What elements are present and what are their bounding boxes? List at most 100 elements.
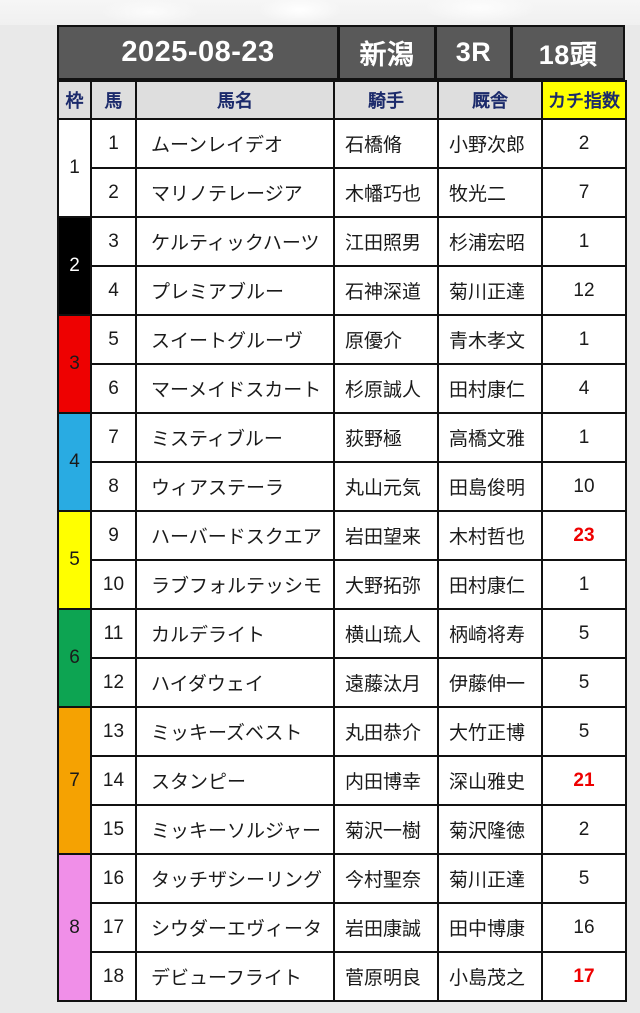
col-header-name: 馬名 [135, 80, 335, 120]
horse-number-cell: 12 [90, 657, 137, 708]
col-header-jockey: 騎手 [333, 80, 439, 120]
jockey-cell: 岩田望来 [333, 510, 439, 561]
col-header-stable: 厩舎 [437, 80, 543, 120]
jockey-cell: 杉原誠人 [333, 363, 439, 414]
kachi-index-cell: 5 [541, 706, 627, 757]
stable-cell: 大竹正博 [437, 706, 543, 757]
table-row: 3 5 スイートグルーヴ 原優介 青木孝文 1 [57, 314, 627, 414]
col-header-kachi-index: カチ指数 [541, 80, 627, 120]
kachi-index-cell: 23 [541, 510, 627, 561]
horse-number-cell: 15 [90, 804, 137, 855]
table-row: 6 マーメイドスカート 杉原誠人 田村康仁 4 [58, 363, 627, 414]
table-row: 1 1 ムーンレイデオ 石橋脩 小野次郎 2 [57, 118, 627, 218]
jockey-cell: 大野拓弥 [333, 559, 439, 610]
horse-number-cell: 14 [90, 755, 137, 806]
table-row: 12 ハイダウェイ 遠藤汰月 伊藤伸一 5 [58, 657, 627, 708]
kachi-index-cell: 1 [541, 314, 627, 365]
frame-cell: 8 [57, 853, 92, 1002]
horse-number-cell: 16 [90, 853, 137, 904]
stable-cell: 木村哲也 [437, 510, 543, 561]
top-background-strip [0, 0, 640, 25]
kachi-index-cell: 16 [541, 902, 627, 953]
table-row: 8 16 タッチザシーリング 今村聖奈 菊川正達 5 [57, 853, 627, 1002]
kachi-index-cell: 1 [541, 412, 627, 463]
frame-cell: 1 [57, 118, 92, 218]
kachi-index-cell: 2 [541, 804, 627, 855]
jockey-cell: 原優介 [333, 314, 439, 365]
race-number: 3R [437, 27, 510, 78]
horse-number-cell: 5 [90, 314, 137, 365]
jockey-cell: 丸田恭介 [333, 706, 439, 757]
horse-number-cell: 18 [90, 951, 137, 1002]
stable-cell: 深山雅史 [437, 755, 543, 806]
header-row: 枠 馬 馬名 騎手 厩舎 カチ指数 [57, 80, 627, 120]
jockey-cell: 内田博幸 [333, 755, 439, 806]
horse-name-cell: ミスティブルー [135, 412, 335, 463]
jockey-cell: 丸山元気 [333, 461, 439, 512]
jockey-cell: 岩田康誠 [333, 902, 439, 953]
horse-name-cell: デビューフライト [135, 951, 335, 1002]
race-table: 枠 馬 馬名 騎手 厩舎 カチ指数 1 1 ムーンレイデオ 石橋脩 小野次郎 2 2 マリノテ… [57, 80, 627, 1002]
kachi-index-cell: 12 [541, 265, 627, 316]
horse-name-cell: カルデライト [135, 608, 335, 659]
stable-cell: 田村康仁 [437, 363, 543, 414]
table-row: 14 スタンピー 内田博幸 深山雅史 21 [58, 755, 627, 806]
stable-cell: 菊川正達 [437, 265, 543, 316]
kachi-index-cell: 2 [541, 118, 627, 169]
stable-cell: 小野次郎 [437, 118, 543, 169]
table-row: 4 7 ミスティブルー 荻野極 高橋文雅 1 [57, 412, 627, 512]
kachi-index-cell: 17 [541, 951, 627, 1002]
stable-cell: 伊藤伸一 [437, 657, 543, 708]
race-table-header: 枠 馬 馬名 騎手 厩舎 カチ指数 [57, 80, 627, 120]
horse-name-cell: ラブフォルテッシモ [135, 559, 335, 610]
jockey-cell: 石橋脩 [333, 118, 439, 169]
table-row: 17 シウダーエヴィータ 岩田康誠 田中博康 16 [58, 902, 627, 953]
horse-name-cell: スタンピー [135, 755, 335, 806]
kachi-index-cell: 1 [541, 216, 627, 267]
frame-cell: 3 [57, 314, 92, 414]
horse-number-cell: 6 [90, 363, 137, 414]
horse-name-cell: スイートグルーヴ [135, 314, 335, 365]
table-row: 5 9 ハーバードスクエア 岩田望来 木村哲也 23 [57, 510, 627, 610]
horse-name-cell: ミッキーズベスト [135, 706, 335, 757]
race-header-bar: 2025-08-23 新潟 3R 18頭 [57, 25, 625, 80]
stable-cell: 田村康仁 [437, 559, 543, 610]
stable-cell: 田島俊明 [437, 461, 543, 512]
horse-name-cell: シウダーエヴィータ [135, 902, 335, 953]
col-header-frame: 枠 [57, 80, 92, 120]
col-header-horse: 馬 [90, 80, 137, 120]
table-row: 2 マリノテレージア 木幡巧也 牧光二 7 [58, 167, 627, 218]
horse-name-cell: ウィアステーラ [135, 461, 335, 512]
horse-number-cell: 11 [90, 608, 137, 659]
horse-number-cell: 17 [90, 902, 137, 953]
stable-cell: 菊川正達 [437, 853, 543, 904]
horse-name-cell: プレミアブルー [135, 265, 335, 316]
horse-name-cell: マリノテレージア [135, 167, 335, 218]
horse-number-cell: 1 [90, 118, 137, 169]
kachi-index-cell: 10 [541, 461, 627, 512]
horse-number-cell: 8 [90, 461, 137, 512]
horse-number-cell: 10 [90, 559, 137, 610]
table-row: 18 デビューフライト 菅原明良 小島茂之 17 [58, 951, 627, 1002]
horse-number-cell: 7 [90, 412, 137, 463]
frame-cell: 2 [57, 216, 92, 316]
stable-cell: 杉浦宏昭 [437, 216, 543, 267]
table-row: 7 13 ミッキーズベスト 丸田恭介 大竹正博 5 [57, 706, 627, 855]
jockey-cell: 遠藤汰月 [333, 657, 439, 708]
horse-number-cell: 3 [90, 216, 137, 267]
horse-name-cell: タッチザシーリング [135, 853, 335, 904]
table-row: 10 ラブフォルテッシモ 大野拓弥 田村康仁 1 [58, 559, 627, 610]
table-row: 2 3 ケルティックハーツ 江田照男 杉浦宏昭 1 [57, 216, 627, 316]
jockey-cell: 菊沢一樹 [333, 804, 439, 855]
horse-name-cell: ミッキーソルジャー [135, 804, 335, 855]
stable-cell: 田中博康 [437, 902, 543, 953]
race-head-count: 18頭 [513, 27, 623, 78]
race-date: 2025-08-23 [59, 27, 337, 78]
jockey-cell: 荻野極 [333, 412, 439, 463]
horse-number-cell: 4 [90, 265, 137, 316]
horse-name-cell: マーメイドスカート [135, 363, 335, 414]
jockey-cell: 横山琉人 [333, 608, 439, 659]
horse-number-cell: 2 [90, 167, 137, 218]
horse-number-cell: 13 [90, 706, 137, 757]
table-row: 15 ミッキーソルジャー 菊沢一樹 菊沢隆徳 2 [58, 804, 627, 855]
